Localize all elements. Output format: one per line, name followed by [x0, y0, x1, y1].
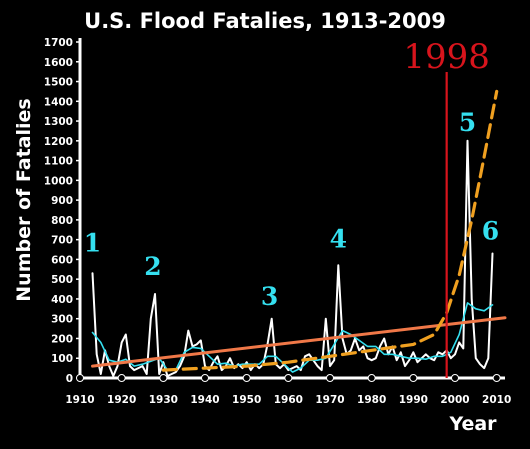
y-tick-label: 300 — [51, 314, 73, 326]
series-line-trend-dashed — [161, 89, 499, 372]
annotation-label: 5 — [459, 108, 476, 137]
y-tick-label: 1600 — [44, 57, 73, 69]
axes: 0100200300400500600700800900100011001200… — [44, 37, 512, 406]
x-axis-label: Year — [448, 413, 497, 435]
y-tick-label: 700 — [51, 235, 73, 247]
x-tick-label: 1960 — [274, 394, 303, 406]
x-tick-dot — [492, 374, 501, 382]
y-tick-label: 600 — [51, 254, 73, 266]
y-tick-label: 100 — [51, 353, 73, 365]
y-tick-label: 1400 — [44, 96, 73, 108]
x-tick-label: 1910 — [65, 394, 94, 406]
x-tick-label: 1940 — [190, 394, 219, 406]
annotation-label: 2 — [144, 252, 161, 281]
x-tick-label: 2000 — [440, 394, 469, 406]
marker-label-1998: 1998 — [403, 37, 490, 77]
annotation-label: 1 — [84, 229, 101, 258]
x-tick-label: 1980 — [357, 394, 386, 406]
x-tick-dot — [242, 374, 251, 382]
chart-title: U.S. Flood Fatalies, 1913-2009 — [84, 9, 446, 33]
x-tick-label: 1990 — [399, 394, 428, 406]
series-group — [91, 89, 507, 377]
x-tick-dot — [159, 374, 168, 382]
x-tick-dot — [117, 374, 126, 382]
y-tick-label: 500 — [51, 274, 73, 286]
x-tick-label: 2010 — [482, 394, 511, 406]
series-line-annual — [91, 139, 494, 377]
x-tick-dot — [326, 374, 334, 382]
y-axis-label: Number of Fatalies — [13, 98, 35, 301]
x-tick-label: 1950 — [232, 394, 261, 406]
x-tick-label: 1970 — [315, 394, 344, 406]
y-tick-label: 200 — [51, 333, 73, 345]
vertical-marker-group: 1998 — [403, 37, 490, 378]
y-tick-label: 1700 — [44, 37, 73, 49]
series-line-trend — [91, 316, 507, 368]
x-tick-label: 1930 — [149, 394, 178, 406]
y-tick-label: 1500 — [44, 77, 73, 89]
x-tick-dot — [367, 374, 376, 382]
x-tick-dot — [201, 374, 209, 382]
annotation-group: 1 2 3 4 5 6 — [84, 108, 499, 311]
y-tick-label: 0 — [66, 373, 73, 385]
annotation-label: 6 — [482, 217, 499, 246]
y-tick-label: 400 — [51, 294, 73, 306]
x-tick-label: 1920 — [107, 394, 136, 406]
y-tick-label: 800 — [51, 215, 73, 227]
y-tick-label: 900 — [51, 195, 73, 207]
x-tick-dot — [284, 374, 293, 382]
y-tick-label: 1000 — [44, 175, 73, 187]
annotation-label: 3 — [261, 282, 278, 311]
y-tick-label: 1300 — [44, 116, 73, 128]
y-tick-label: 1200 — [44, 136, 73, 148]
annotation-label: 4 — [330, 225, 347, 254]
x-tick-dot — [409, 374, 418, 382]
y-tick-label: 1100 — [44, 156, 73, 168]
x-tick-dot — [451, 374, 459, 382]
x-tick-dot — [76, 374, 84, 382]
